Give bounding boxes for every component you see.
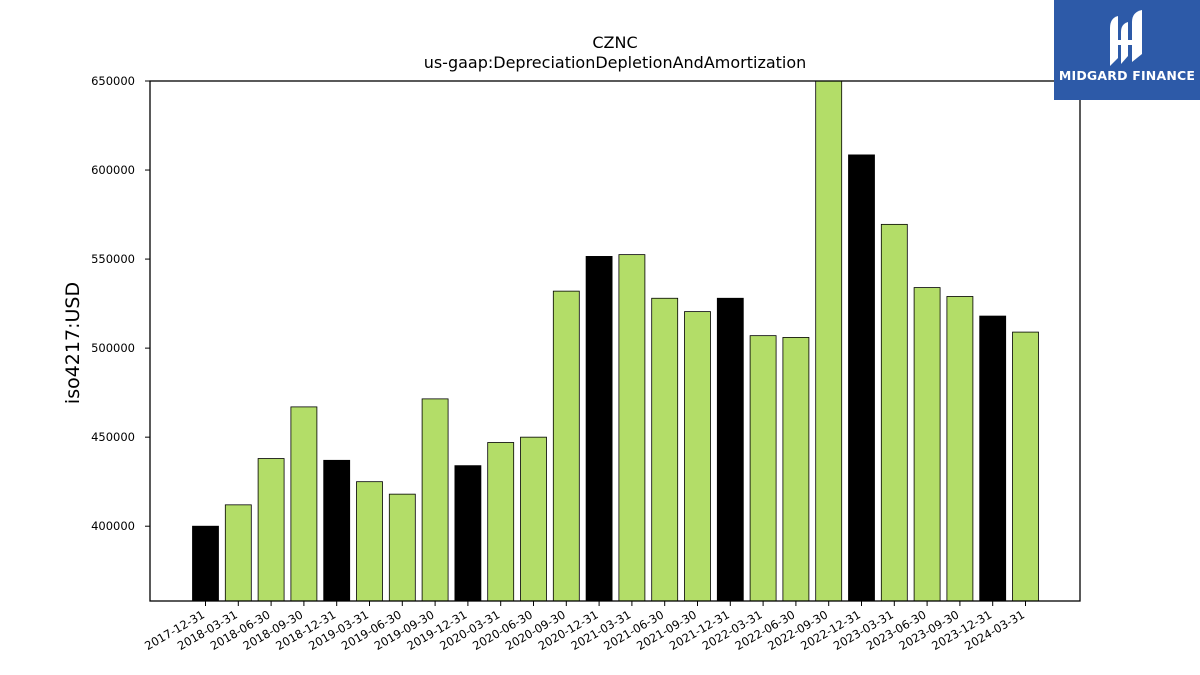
- bar-2023-12-31: [979, 315, 1007, 602]
- bar-2018-03-31: [224, 504, 252, 602]
- bar-2022-03-31: [749, 335, 777, 602]
- bar-2023-03-31: [880, 223, 908, 602]
- y-tick-label: 550000: [91, 252, 135, 266]
- bar-2018-06-30: [257, 458, 285, 602]
- bar-2020-03-31: [487, 442, 515, 602]
- y-ticks-group: 400000 450000 500000 550000 600000 650000: [91, 74, 150, 533]
- y-axis-label: iso4217:USD: [62, 282, 84, 404]
- bars-group: [192, 80, 1039, 602]
- bar-2023-09-30: [946, 296, 974, 602]
- y-tick-label: 600000: [91, 163, 135, 177]
- bar-2020-12-31: [585, 256, 613, 602]
- bar-2019-09-30: [421, 398, 449, 602]
- logo-text: MIDGARD FINANCE: [1058, 68, 1196, 83]
- plot-frame: [149, 80, 1081, 602]
- bar-2024-03-31: [1012, 331, 1039, 602]
- bar-2019-12-31: [454, 465, 482, 602]
- bar-2021-12-31: [716, 297, 744, 602]
- bar-2021-06-30: [651, 297, 679, 602]
- bar-2020-06-30: [520, 436, 547, 602]
- y-tick-label: 500000: [91, 341, 135, 355]
- chart-title: CZNC: [592, 33, 637, 52]
- y-tick-label: 650000: [91, 74, 135, 88]
- bar-2017-12-31: [192, 525, 219, 602]
- bar-2018-09-30: [290, 406, 318, 602]
- midgard-logo-icon: [1110, 10, 1142, 66]
- chart-subtitle: us-gaap:DepreciationDepletionAndAmortiza…: [424, 53, 807, 72]
- bar-2019-06-30: [388, 493, 416, 602]
- bar-2020-09-30: [552, 290, 580, 602]
- bar-2022-09-30: [815, 80, 843, 602]
- x-ticks-group: 2017-12-312018-03-312018-06-302018-09-30…: [142, 601, 1027, 653]
- bar-2023-06-30: [913, 287, 941, 602]
- bar-2021-09-30: [684, 311, 711, 602]
- midgard-finance-logo: MIDGARD FINANCE: [1054, 0, 1200, 100]
- y-tick-label: 400000: [91, 519, 135, 533]
- y-tick-label: 450000: [91, 430, 135, 444]
- bar-2018-12-31: [323, 459, 351, 602]
- bar-2019-03-31: [356, 481, 383, 602]
- bar-2022-12-31: [848, 154, 875, 602]
- bar-2021-03-31: [618, 254, 646, 602]
- bar-2022-06-30: [782, 337, 810, 602]
